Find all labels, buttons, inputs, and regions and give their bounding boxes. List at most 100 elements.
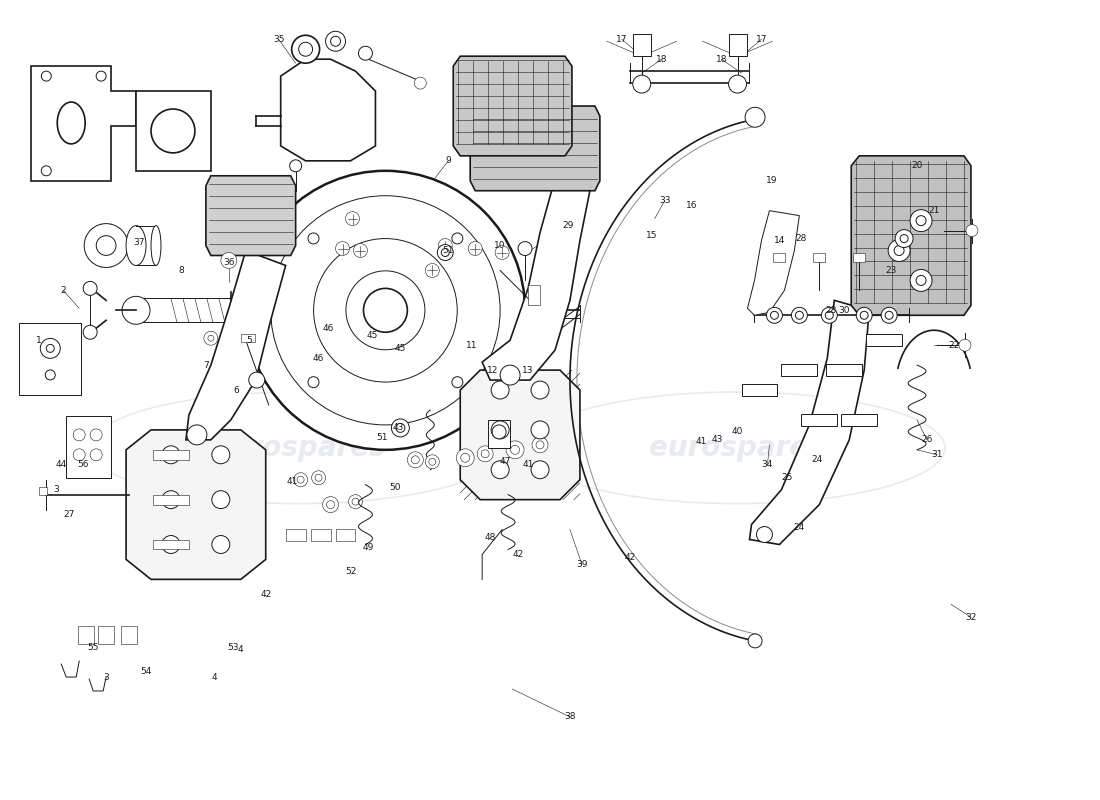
Polygon shape: [31, 66, 136, 181]
Text: 17: 17: [756, 34, 767, 44]
Text: 15: 15: [646, 231, 658, 240]
Circle shape: [745, 107, 764, 127]
Ellipse shape: [151, 226, 161, 266]
Circle shape: [825, 311, 834, 319]
Circle shape: [492, 425, 506, 439]
Circle shape: [336, 242, 350, 255]
Text: 1: 1: [36, 336, 42, 345]
Circle shape: [359, 46, 373, 60]
Text: 14: 14: [773, 236, 785, 245]
Polygon shape: [126, 430, 266, 579]
Bar: [153, 494, 189, 505]
Circle shape: [96, 236, 115, 255]
Circle shape: [441, 249, 449, 257]
Text: 4: 4: [212, 673, 218, 682]
Text: 52: 52: [344, 567, 356, 576]
Text: 41: 41: [522, 460, 534, 470]
Bar: [40, 486, 47, 494]
Text: eurospares: eurospares: [210, 434, 385, 462]
Circle shape: [249, 372, 265, 388]
Text: 3: 3: [54, 485, 59, 494]
Circle shape: [345, 271, 425, 350]
Text: 31: 31: [932, 450, 943, 459]
Circle shape: [791, 307, 807, 323]
Circle shape: [297, 476, 304, 483]
Circle shape: [438, 245, 453, 261]
Circle shape: [352, 498, 359, 505]
Circle shape: [491, 421, 509, 439]
Text: 18: 18: [656, 54, 668, 64]
Text: 46: 46: [312, 354, 324, 362]
Circle shape: [314, 238, 458, 382]
Circle shape: [41, 338, 60, 358]
Text: 44: 44: [56, 460, 67, 470]
Text: 4: 4: [238, 645, 243, 654]
Text: 33: 33: [659, 196, 671, 205]
Polygon shape: [748, 210, 800, 315]
Circle shape: [407, 452, 424, 468]
Text: 37: 37: [133, 238, 145, 247]
Text: 5: 5: [246, 336, 252, 345]
Text: 39: 39: [576, 560, 587, 569]
Circle shape: [85, 224, 128, 267]
Bar: [866, 334, 902, 346]
Text: 51: 51: [442, 246, 454, 255]
Text: 43: 43: [393, 423, 404, 433]
Circle shape: [461, 454, 470, 462]
Circle shape: [916, 216, 926, 226]
Circle shape: [308, 377, 319, 388]
Text: 25: 25: [782, 474, 793, 482]
Text: 2: 2: [60, 286, 66, 295]
Circle shape: [900, 234, 909, 242]
Circle shape: [510, 446, 519, 454]
Circle shape: [46, 344, 54, 352]
Text: 11: 11: [466, 341, 477, 350]
Circle shape: [42, 71, 52, 81]
Circle shape: [822, 307, 837, 323]
Bar: [336, 529, 355, 541]
Text: 10: 10: [494, 241, 506, 250]
Text: 19: 19: [766, 176, 778, 186]
Circle shape: [208, 335, 213, 342]
Circle shape: [90, 449, 102, 461]
Circle shape: [162, 535, 180, 554]
Text: 55: 55: [87, 642, 99, 652]
Circle shape: [748, 112, 762, 126]
Text: eurospares: eurospares: [649, 434, 824, 462]
Circle shape: [331, 36, 341, 46]
Circle shape: [886, 311, 893, 319]
Text: 24: 24: [794, 523, 805, 532]
Circle shape: [74, 449, 85, 461]
Polygon shape: [482, 178, 590, 380]
Circle shape: [162, 446, 180, 464]
Text: 30: 30: [838, 306, 850, 315]
Bar: [741, 384, 778, 396]
Circle shape: [84, 282, 97, 295]
Bar: [66, 416, 111, 478]
Bar: [632, 34, 651, 56]
Text: 42: 42: [260, 590, 272, 599]
Text: 18: 18: [716, 54, 727, 64]
Bar: [813, 253, 825, 262]
Circle shape: [959, 339, 971, 351]
Bar: [802, 414, 837, 426]
Text: 16: 16: [686, 201, 697, 210]
Circle shape: [90, 429, 102, 441]
Circle shape: [162, 490, 180, 509]
Circle shape: [767, 307, 782, 323]
Ellipse shape: [57, 102, 85, 144]
Circle shape: [429, 458, 436, 466]
Circle shape: [860, 311, 868, 319]
Circle shape: [315, 474, 322, 482]
Bar: [121, 626, 138, 644]
Circle shape: [748, 634, 762, 648]
Circle shape: [292, 35, 320, 63]
Circle shape: [271, 196, 501, 425]
Bar: [773, 253, 785, 262]
Circle shape: [84, 326, 97, 339]
Circle shape: [411, 456, 419, 464]
Text: 17: 17: [616, 34, 628, 44]
Circle shape: [491, 381, 509, 399]
Circle shape: [187, 425, 207, 445]
Circle shape: [500, 365, 520, 385]
